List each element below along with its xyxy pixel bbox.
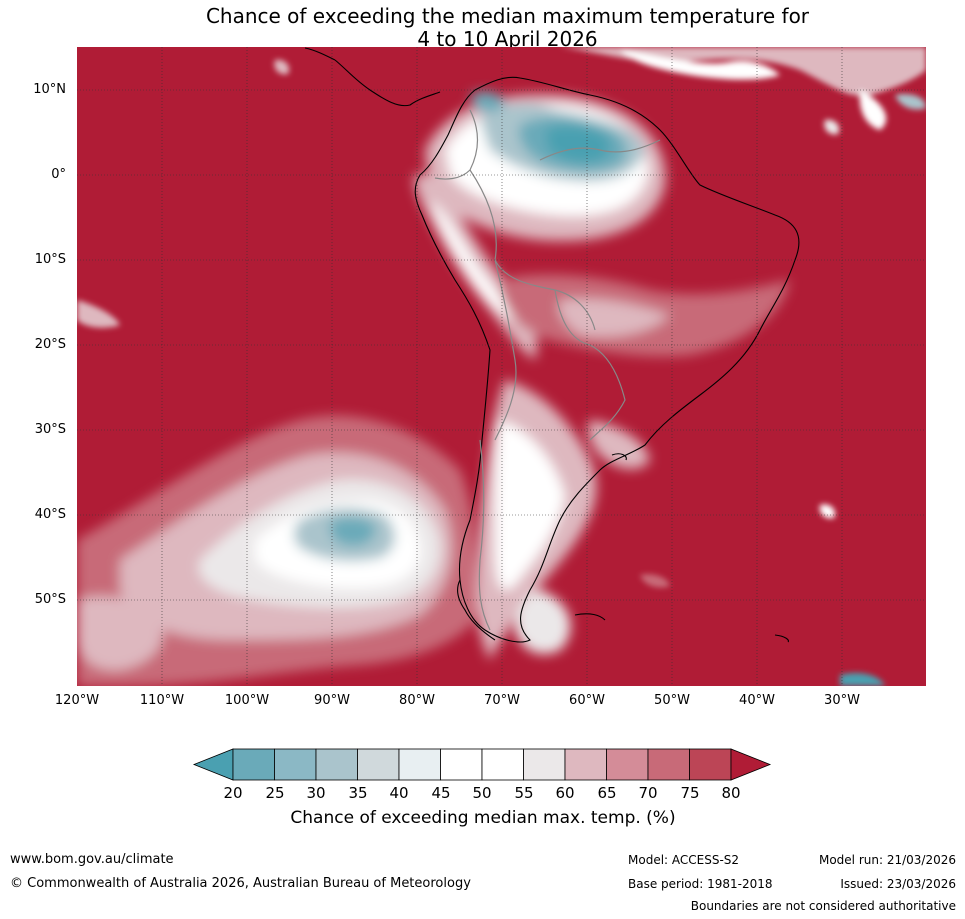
colorbar-tick: 35 [348,784,368,802]
country-borders [434,109,661,631]
probability-field [77,47,926,686]
coastline [304,47,800,643]
lon-label: 110°W [139,693,185,708]
bom-url-link[interactable]: www.bom.gov.au/climate [10,852,174,867]
colorbar-tick: 55 [514,784,534,802]
colorbar-tick: 45 [431,784,451,802]
lat-label: 30°S [34,422,66,437]
colorbar-label: Chance of exceeding median max. temp. (%… [290,808,676,828]
graticule [77,47,926,686]
lat-label: 0° [51,167,66,182]
colorbar-low-arrow [192,748,234,781]
colorbar-segment [232,748,275,781]
copyright: © Commonwealth of Australia 2026, Austra… [10,876,471,891]
colorbar-tick: 30 [306,784,326,802]
colorbar-tick: 40 [389,784,409,802]
colorbar-segment [564,748,607,781]
colorbar-tick: 75 [680,784,700,802]
colorbar-tick: 70 [638,784,658,802]
lat-label: 40°S [34,507,66,522]
lat-label: 20°S [34,337,66,352]
boundaries-disclaimer: Boundaries are not considered authoritat… [690,899,956,913]
lon-label: 60°W [569,693,605,708]
colorbar-segment [523,748,566,781]
map-title: Chance of exceeding the median maximum t… [0,5,965,51]
colorbar [192,748,772,781]
colorbar-segment [274,748,317,781]
colorbar-segment [689,748,732,781]
lon-label: 90°W [314,693,350,708]
lon-label: 80°W [399,693,435,708]
lat-label: 10°N [33,82,66,97]
colorbar-tick: 20 [223,784,243,802]
colorbar-high-arrow [730,748,772,781]
lon-label: 30°W [824,693,860,708]
lon-label: 100°W [224,693,270,708]
lon-label: 50°W [654,693,690,708]
colorbar-segment [357,748,400,781]
title-line-1: Chance of exceeding the median maximum t… [205,4,810,28]
lat-label: 10°S [34,252,66,267]
colorbar-segment [481,748,524,781]
title-line-2: 4 to 10 April 2026 [417,27,598,51]
base-period: Base period: 1981-2018 [628,877,773,891]
colorbar-segment [315,748,358,781]
colorbar-tick: 80 [721,784,741,802]
colorbar-tick: 50 [472,784,492,802]
model-run: Model run: 21/03/2026 [818,853,956,867]
colorbar-segment [398,748,441,781]
model-name: Model: ACCESS-S2 [628,853,740,867]
colorbar-tick: 65 [597,784,617,802]
lat-label: 50°S [34,592,66,607]
colorbar-segment [647,748,690,781]
colorbar-tick: 25 [265,784,285,802]
colorbar-segment [606,748,649,781]
lon-label: 40°W [739,693,775,708]
colorbar-tick: 60 [555,784,575,802]
lon-label: 120°W [54,693,100,708]
lon-label: 70°W [484,693,520,708]
colorbar-segment [440,748,483,781]
issued-date: Issued: 23/03/2026 [840,877,956,891]
